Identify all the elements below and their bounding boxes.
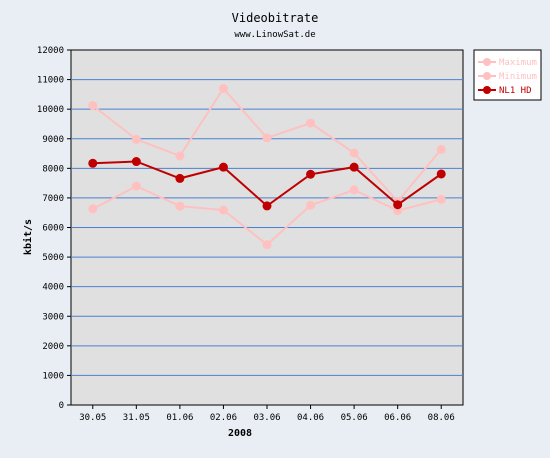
data-point-minimum [218,205,228,215]
x-axis-title: 2008 [228,428,252,439]
y-tick-label: 1000 [42,371,64,381]
data-point-maximum [218,83,228,93]
y-tick-label: 11000 [37,76,64,86]
y-tick-label: 8000 [42,164,64,174]
y-tick-label: 10000 [37,105,64,115]
data-point-maximum [88,101,98,111]
legend-label-maximum: Maximum [499,58,537,68]
legend-marker-maximum [483,58,491,66]
x-tick-label: 01.06 [166,413,193,423]
x-tick-label: 03.06 [253,413,280,423]
data-point-minimum [436,194,446,204]
x-axis: 30.05 31.05 01.06 02.06 03.06 04.06 05.06 06.06… [79,405,455,423]
data-point-minimum [131,181,141,191]
x-tick-label: 02.06 [210,413,237,423]
y-tick-label: 12000 [37,46,64,56]
y-tick-label: 6000 [42,224,64,234]
data-point-nl1-hd [349,162,359,172]
legend-marker-nl1-hd [483,86,491,94]
y-axis-title: kbit/s [22,219,34,255]
data-point-maximum [306,118,316,128]
data-point-nl1-hd [88,158,98,168]
y-tick-label: 0 [59,401,64,411]
data-point-maximum [175,151,185,161]
legend-label-nl1-hd: NL1 HD [499,86,532,96]
y-tick-label: 7000 [42,194,64,204]
x-tick-label: 04.06 [297,413,324,423]
data-point-nl1-hd [218,162,228,172]
y-tick-label: 9000 [42,135,64,145]
data-point-minimum [349,185,359,195]
chart-title: Videobitrate [232,11,319,25]
legend-label-minimum: Minimum [499,72,537,82]
x-tick-label: 06.06 [384,413,411,423]
y-tick-label: 4000 [42,283,64,293]
legend-marker-minimum [483,72,491,80]
data-point-maximum [349,148,359,158]
legend: Maximum Minimum NL1 HD [478,58,537,96]
y-tick-label: 3000 [42,312,64,322]
data-point-minimum [88,204,98,214]
chart-subtitle: www.LinowSat.de [234,30,315,40]
data-point-nl1-hd [131,157,141,167]
data-point-minimum [175,201,185,211]
data-point-minimum [262,240,272,250]
data-point-maximum [131,134,141,144]
data-point-maximum [262,133,272,143]
series-layer [88,83,446,250]
y-tick-label: 5000 [42,253,64,263]
x-tick-label: 05.06 [341,413,368,423]
data-point-nl1-hd [306,169,316,179]
data-point-nl1-hd [393,200,403,210]
x-tick-label: 08.06 [428,413,455,423]
data-point-maximum [436,144,446,154]
data-point-nl1-hd [436,169,446,179]
y-axis: 0 1000 2000 3000 4000 5000 6000 7000 8000 9000 100… [37,46,71,411]
data-point-minimum [306,200,316,210]
data-point-nl1-hd [175,173,185,183]
x-tick-label: 30.05 [79,413,106,423]
y-tick-label: 2000 [42,342,64,352]
data-point-nl1-hd [262,201,272,211]
x-tick-label: 31.05 [123,413,150,423]
